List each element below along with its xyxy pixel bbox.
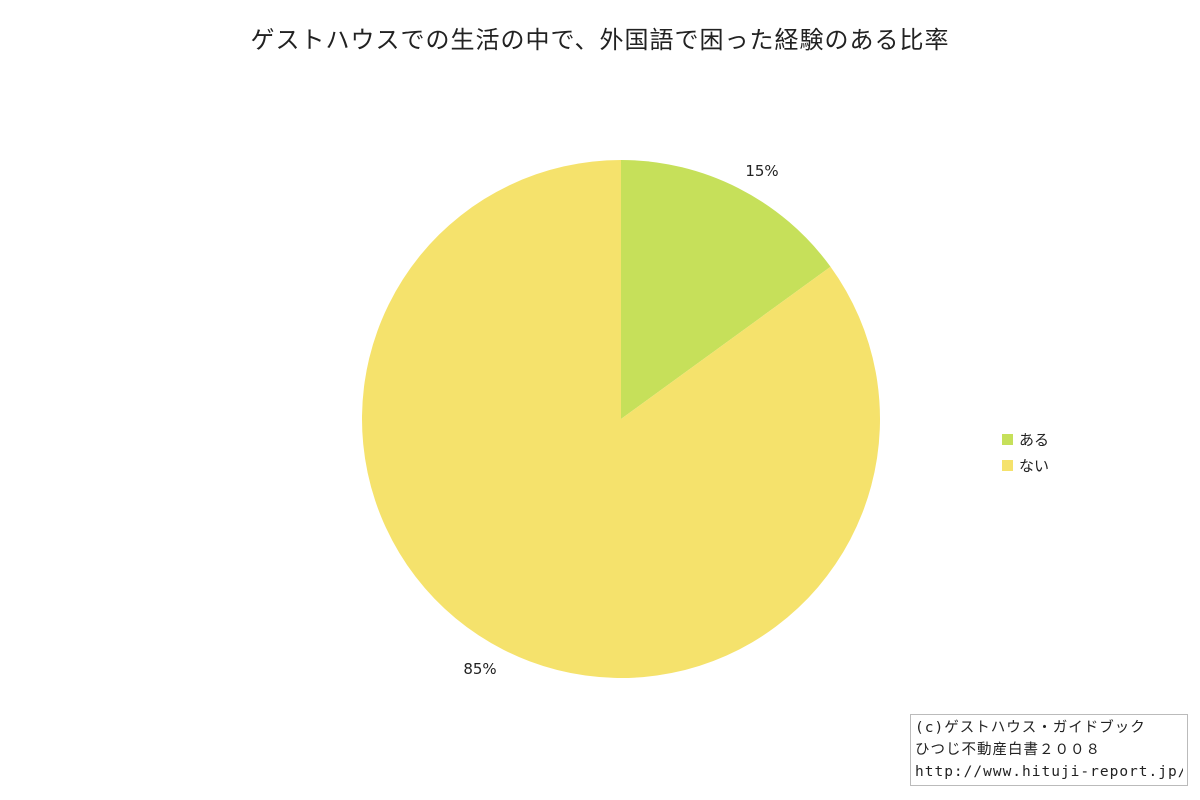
legend: ある ない — [1002, 426, 1049, 478]
slice-label-0: 15% — [745, 162, 778, 180]
pie-slice-0 — [621, 160, 831, 419]
copyright-box: (c)ゲストハウス・ガイドブック ひつじ不動産白書２００８ http://www… — [910, 714, 1188, 786]
legend-swatch-nai — [1002, 459, 1013, 471]
legend-label-aru: ある — [1019, 430, 1050, 449]
legend-item-aru: ある — [1002, 426, 1049, 452]
chart-title: ゲストハウスでの生活の中で、外国語で困った経験のある比率 — [250, 26, 950, 54]
legend-swatch-aru — [1002, 433, 1013, 445]
legend-item-nai: ない — [1002, 452, 1049, 478]
legend-label-nai: ない — [1019, 456, 1050, 475]
source-url: http://www.hituji-report.jp/ — [915, 764, 1183, 780]
slice-label-1: 85% — [463, 660, 496, 678]
copyright-line: (c)ゲストハウス・ガイドブック — [915, 720, 1146, 736]
publication-line: ひつじ不動産白書２００８ — [915, 742, 1101, 758]
pie-slice-1 — [361, 160, 881, 678]
